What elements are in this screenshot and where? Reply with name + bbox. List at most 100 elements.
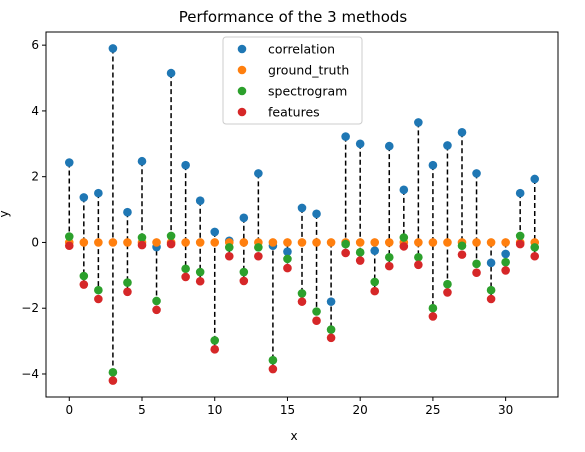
point-correlation xyxy=(239,213,249,223)
point-ground-truth xyxy=(384,238,394,247)
point-ground-truth xyxy=(355,238,365,247)
point-ground-truth xyxy=(443,238,452,247)
point-features xyxy=(239,276,249,286)
point-spectrogram xyxy=(457,241,467,251)
point-features xyxy=(152,305,161,315)
point-ground-truth xyxy=(501,238,510,247)
point-spectrogram xyxy=(254,243,263,252)
point-correlation xyxy=(399,185,409,195)
point-features xyxy=(428,312,438,321)
point-features xyxy=(79,280,89,289)
point-features xyxy=(64,241,74,251)
legend: correlation ground_truth spectrogram featur… xyxy=(222,36,363,125)
point-ground-truth xyxy=(108,238,118,247)
point-features xyxy=(181,272,190,282)
x-axis-label: x xyxy=(290,429,297,443)
point-features xyxy=(283,263,292,273)
point-features xyxy=(297,297,307,306)
legend-label: ground_truth xyxy=(268,63,349,78)
point-correlation xyxy=(210,227,220,237)
point-features xyxy=(312,316,321,326)
point-ground-truth xyxy=(312,238,321,247)
point-correlation xyxy=(370,246,380,255)
point-correlation xyxy=(472,169,481,178)
point-correlation xyxy=(486,258,496,268)
point-features xyxy=(457,250,467,259)
point-correlation xyxy=(108,44,118,53)
point-spectrogram xyxy=(268,355,278,365)
point-spectrogram xyxy=(355,248,365,257)
point-correlation xyxy=(530,174,540,184)
legend-entries: correlation ground_truth spectrogram featur… xyxy=(237,42,349,120)
point-spectrogram xyxy=(428,303,438,313)
point-features xyxy=(210,345,220,354)
x-tick-label: 20 xyxy=(353,403,368,417)
point-correlation xyxy=(64,158,74,167)
point-features xyxy=(501,266,510,275)
point-correlation xyxy=(326,297,336,306)
y-tick-label: 2 xyxy=(31,170,39,184)
point-spectrogram xyxy=(399,233,409,242)
y-tick-label: 4 xyxy=(31,104,39,118)
point-spectrogram xyxy=(384,252,394,262)
point-spectrogram xyxy=(341,239,350,249)
point-spectrogram xyxy=(370,277,380,287)
point-spectrogram xyxy=(152,296,161,306)
point-ground-truth xyxy=(486,238,496,247)
point-spectrogram xyxy=(210,336,220,345)
point-ground-truth xyxy=(297,238,307,247)
point-ground-truth xyxy=(79,238,89,247)
point-spectrogram xyxy=(326,325,336,334)
point-correlation xyxy=(79,193,89,202)
point-spectrogram xyxy=(414,252,423,262)
point-spectrogram xyxy=(283,254,292,264)
point-correlation xyxy=(94,188,103,198)
point-correlation xyxy=(123,207,132,217)
point-spectrogram xyxy=(312,307,321,316)
y-axis-label: y xyxy=(0,210,11,217)
point-features xyxy=(370,286,380,296)
point-ground-truth xyxy=(195,238,205,247)
point-correlation xyxy=(384,141,394,151)
point-ground-truth xyxy=(210,238,220,247)
point-spectrogram xyxy=(486,285,496,295)
point-correlation xyxy=(515,188,525,198)
point-features xyxy=(515,239,525,249)
point-features xyxy=(326,333,336,343)
point-ground-truth xyxy=(414,238,423,247)
point-correlation xyxy=(254,169,263,178)
point-spectrogram xyxy=(195,267,205,277)
point-ground-truth xyxy=(94,238,103,247)
point-ground-truth xyxy=(326,238,336,247)
legend-label: features xyxy=(268,105,320,120)
point-spectrogram xyxy=(64,232,74,241)
y-tick-label: 0 xyxy=(31,235,39,249)
point-features xyxy=(530,251,540,261)
point-features xyxy=(384,261,394,271)
point-spectrogram xyxy=(137,233,147,242)
point-ground-truth xyxy=(152,238,161,247)
point-ground-truth xyxy=(123,238,132,247)
legend-marker xyxy=(237,107,247,117)
point-spectrogram xyxy=(79,271,89,281)
x-tick-label: 0 xyxy=(65,403,73,417)
point-correlation xyxy=(341,132,350,141)
point-correlation xyxy=(501,249,510,259)
point-ground-truth xyxy=(472,238,481,247)
point-spectrogram xyxy=(224,243,234,252)
x-tick-label: 25 xyxy=(425,403,440,417)
point-features xyxy=(355,256,365,265)
point-spectrogram xyxy=(297,289,307,298)
chart-title: Performance of the 3 methods xyxy=(179,8,408,26)
y-tick-label: 6 xyxy=(31,38,39,52)
point-ground-truth xyxy=(181,238,190,247)
x-axis-ticks: 0 5 10 15 20 25 30 xyxy=(65,397,513,417)
point-spectrogram xyxy=(94,285,103,295)
point-ground-truth xyxy=(268,238,278,247)
point-correlation xyxy=(181,160,190,170)
point-spectrogram xyxy=(530,243,540,252)
point-features xyxy=(268,364,278,374)
point-features xyxy=(108,376,118,385)
point-features xyxy=(414,260,423,270)
